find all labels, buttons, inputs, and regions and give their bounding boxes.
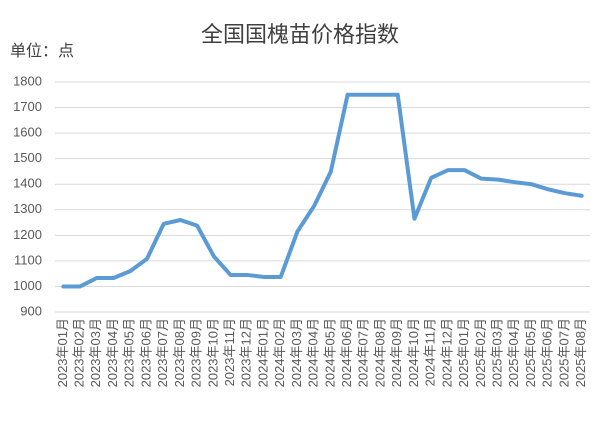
y-tick-label: 900 <box>20 303 42 318</box>
x-tick-label: 2024年09月 <box>389 318 404 387</box>
x-tick-label: 2025年05月 <box>523 318 538 387</box>
x-tick-label: 2024年01月 <box>255 318 270 387</box>
x-tick-label: 2024年03月 <box>289 318 304 387</box>
x-tick-label: 2024年08月 <box>372 318 387 387</box>
y-tick-label: 1600 <box>13 125 42 140</box>
x-tick-label: 2023年02月 <box>72 318 87 387</box>
data-line <box>61 92 584 289</box>
chart-title: 全国国槐苗价格指数 <box>201 22 399 47</box>
x-tick-label: 2025年08月 <box>573 318 588 387</box>
x-tick-label: 2023年10月 <box>205 318 220 387</box>
x-tick-label: 2024年07月 <box>356 318 371 387</box>
x-tick-label: 2023年07月 <box>155 318 170 387</box>
x-tick-label: 2024年10月 <box>406 318 421 387</box>
y-tick-label: 1500 <box>13 150 42 165</box>
x-tick-label: 2023年03月 <box>88 318 103 387</box>
x-tick-label: 2025年02月 <box>473 318 488 387</box>
x-tick-label: 2023年01月 <box>55 318 70 387</box>
x-tick-label: 2024年11月 <box>423 318 438 386</box>
x-tick-label: 2023年06月 <box>138 318 153 387</box>
x-tick-label: 2024年12月 <box>439 318 454 387</box>
y-tick-label: 1800 <box>13 73 42 88</box>
y-tick-label: 1700 <box>13 99 42 114</box>
x-tick-label: 2025年01月 <box>456 318 471 387</box>
x-tick-label: 2025年07月 <box>556 318 571 387</box>
x-tick-label: 2023年04月 <box>105 318 120 387</box>
x-tick-label: 2023年05月 <box>122 318 137 387</box>
y-tick-label: 1100 <box>14 252 42 267</box>
y-tick-label: 1200 <box>13 227 42 242</box>
x-tick-label: 2025年03月 <box>489 318 504 387</box>
x-tick-label: 2024年06月 <box>339 318 354 387</box>
x-tick-label: 2024年05月 <box>322 318 337 387</box>
y-tick-label: 1400 <box>13 176 42 191</box>
x-tick-label: 2023年08月 <box>172 318 187 387</box>
x-tick-label: 2025年06月 <box>540 318 555 387</box>
y-axis-label: 单位：点 <box>10 42 74 60</box>
x-tick-label: 2023年11月 <box>222 318 237 386</box>
x-tick-label: 2024年02月 <box>272 318 287 387</box>
x-tick-label: 2023年09月 <box>189 318 204 387</box>
x-tick-label: 2024年04月 <box>306 318 321 387</box>
x-tick-label: 2025年04月 <box>506 318 521 387</box>
y-tick-label: 1300 <box>13 201 42 216</box>
x-tick-label: 2023年12月 <box>239 318 254 387</box>
y-tick-label: 1000 <box>13 278 42 293</box>
